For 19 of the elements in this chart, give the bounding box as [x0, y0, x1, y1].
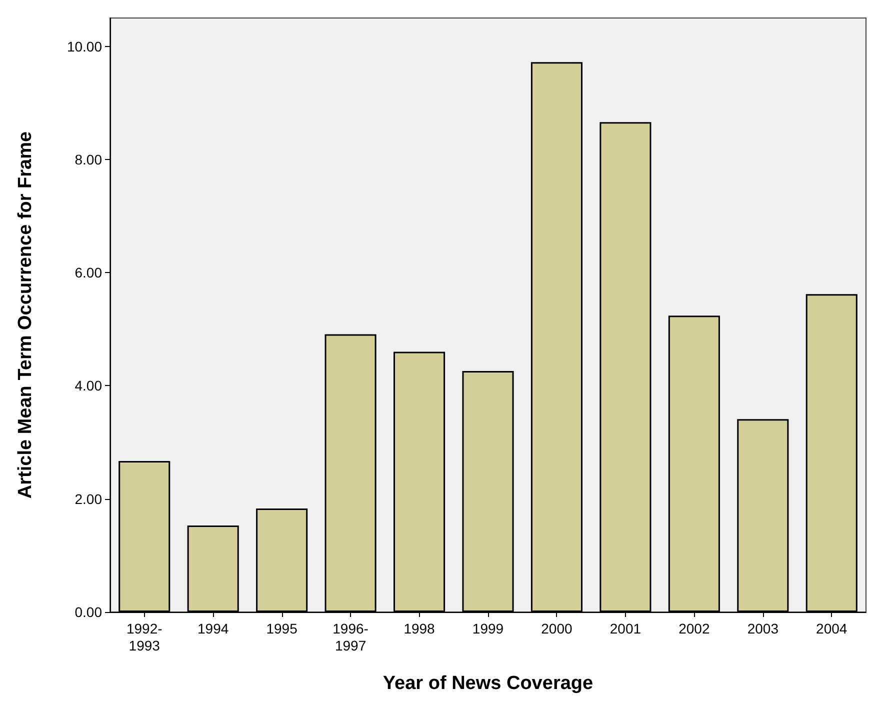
y-tick-label: 0.00	[74, 604, 102, 620]
x-tick-label: 1995	[266, 620, 298, 636]
x-tick-label: 1998	[404, 620, 436, 636]
x-axis-title: Year of News Coverage	[382, 673, 594, 694]
y-tick-label: 4.00	[74, 378, 102, 394]
x-tick-label: 1996- 1997	[332, 620, 369, 654]
x-tick-label: 2004	[816, 620, 848, 636]
x-tick-label: 2001	[610, 620, 642, 636]
x-tick-label: 2002	[678, 620, 710, 636]
y-tick-label: 2.00	[74, 490, 102, 507]
y-axis-title: Article Mean Term Occurrence for Frame	[15, 131, 36, 499]
x-tick-label: 1999	[472, 620, 504, 636]
y-tick-label: 8.00	[74, 151, 102, 168]
x-tick-label: 1994	[198, 620, 229, 636]
y-tick-label: 6.00	[74, 264, 102, 281]
x-tick-label: 1992- 1993	[126, 620, 163, 654]
y-tick-label: 10.00	[66, 38, 102, 54]
x-tick-label: 2003	[747, 620, 779, 636]
x-tick-label: 2000	[541, 620, 573, 636]
